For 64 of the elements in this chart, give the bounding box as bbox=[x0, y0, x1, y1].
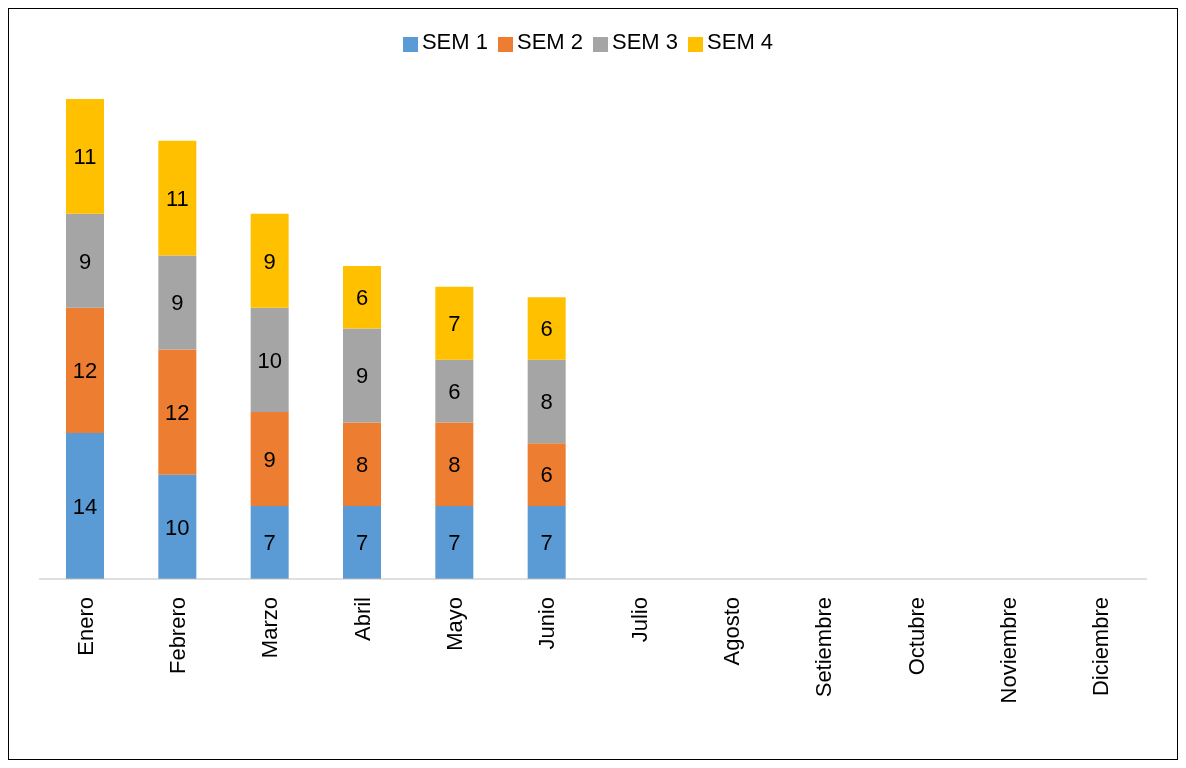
bar bbox=[527, 359, 566, 444]
bar bbox=[343, 328, 381, 423]
data-label: 7 bbox=[355, 530, 369, 556]
x-tick-label: Diciembre bbox=[1088, 597, 1114, 697]
bar bbox=[343, 505, 381, 579]
x-tick-label: Marzo bbox=[257, 597, 283, 659]
x-tick-label: Setiembre bbox=[811, 597, 837, 698]
bar bbox=[250, 412, 289, 506]
data-label: 8 bbox=[540, 389, 553, 415]
bar bbox=[66, 213, 104, 308]
bar bbox=[158, 255, 197, 350]
bar bbox=[435, 359, 474, 423]
bar bbox=[250, 213, 289, 308]
data-label: 6 bbox=[540, 316, 553, 342]
legend-label: SEM 3 bbox=[612, 29, 679, 54]
bar bbox=[66, 307, 104, 433]
data-label: 7 bbox=[540, 530, 553, 556]
data-label: 6 bbox=[448, 378, 461, 404]
data-label: 7 bbox=[263, 530, 276, 556]
data-label: 10 bbox=[165, 514, 190, 540]
bar bbox=[435, 286, 474, 360]
bar bbox=[343, 265, 381, 329]
x-tick-label: Junio bbox=[534, 597, 560, 650]
x-tick-label: Abril bbox=[349, 597, 375, 642]
data-label: 9 bbox=[171, 290, 184, 316]
x-tick-label: Octubre bbox=[903, 597, 929, 676]
data-label: 7 bbox=[448, 530, 461, 556]
data-label: 9 bbox=[355, 363, 369, 389]
data-label: 8 bbox=[355, 452, 369, 478]
data-label: 9 bbox=[78, 248, 92, 274]
bar bbox=[158, 474, 197, 579]
bar bbox=[435, 505, 474, 579]
data-label: 8 bbox=[448, 452, 461, 478]
bar bbox=[66, 99, 104, 214]
data-label: 6 bbox=[355, 285, 369, 311]
data-label: 9 bbox=[263, 248, 276, 274]
bar bbox=[158, 349, 197, 475]
legend-label: SEM 2 bbox=[516, 29, 583, 54]
data-label: 7 bbox=[448, 311, 461, 337]
bar bbox=[527, 505, 566, 579]
bar bbox=[66, 432, 104, 579]
data-label: 14 bbox=[72, 493, 98, 519]
x-tick-label: Noviembre bbox=[996, 597, 1021, 704]
x-tick-label: Enero bbox=[72, 597, 98, 656]
data-label: 6 bbox=[540, 462, 553, 488]
bar bbox=[343, 422, 381, 506]
x-tick-label: Mayo bbox=[442, 597, 467, 651]
legend-label: SEM 1 bbox=[421, 29, 488, 54]
bar bbox=[158, 140, 197, 256]
data-label: 12 bbox=[165, 399, 190, 425]
data-label: 11 bbox=[165, 185, 189, 211]
legend-label: SEM 4 bbox=[707, 29, 774, 54]
bar bbox=[250, 307, 289, 413]
x-tick-label: Julio bbox=[626, 597, 652, 643]
data-label: 10 bbox=[257, 347, 282, 373]
bar bbox=[527, 443, 566, 506]
x-tick-label: Agosto bbox=[719, 597, 744, 666]
data-label: 12 bbox=[72, 358, 98, 384]
data-label: 11 bbox=[73, 144, 97, 170]
data-label: 9 bbox=[263, 446, 276, 472]
x-tick-label: Febrero bbox=[165, 597, 190, 675]
bar bbox=[250, 505, 289, 579]
bar bbox=[435, 422, 474, 506]
bar bbox=[527, 297, 566, 360]
